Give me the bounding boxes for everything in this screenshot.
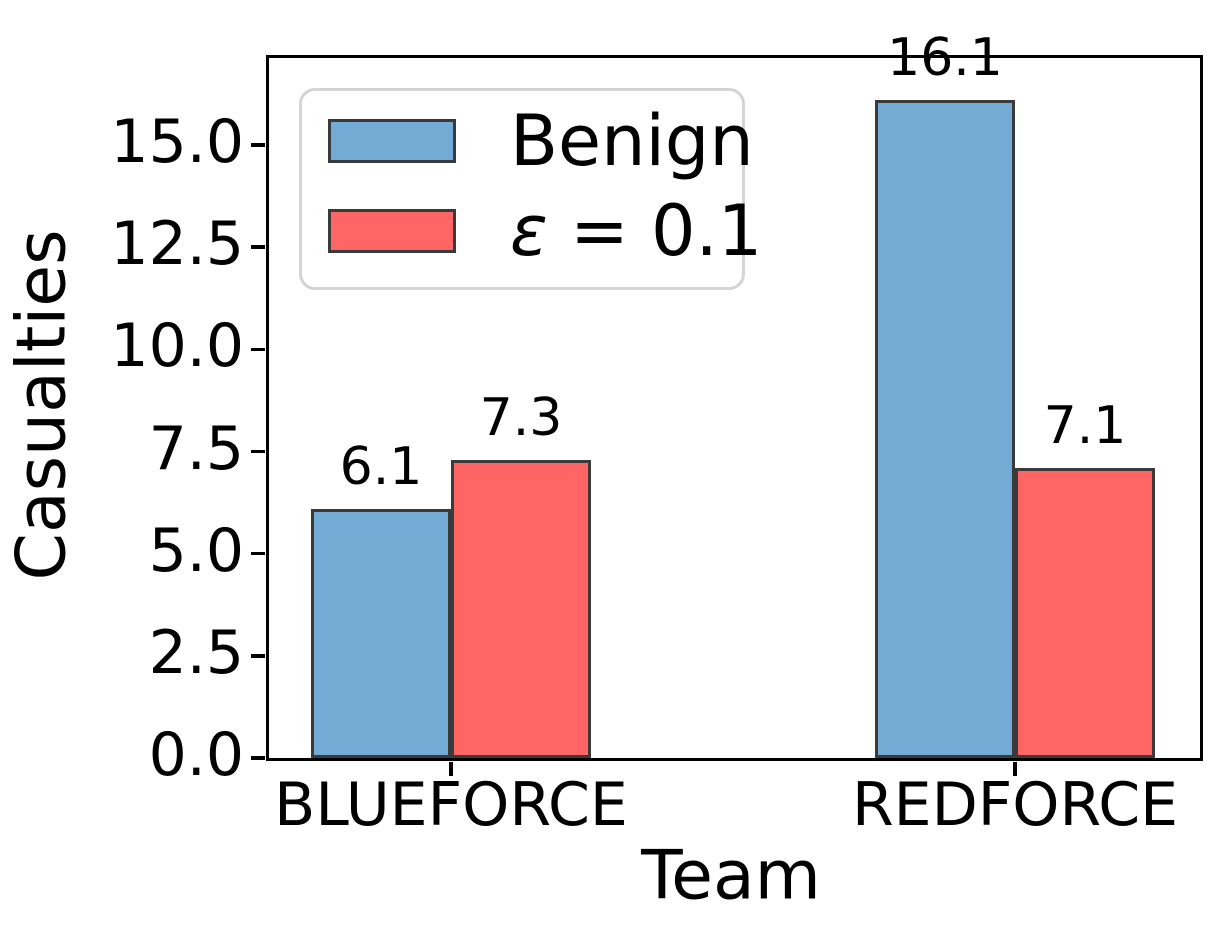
x-tick-mark bbox=[1013, 762, 1017, 776]
y-tick-label: 12.5 bbox=[110, 209, 244, 280]
legend-entry-epsilon: ε = 0.1 bbox=[328, 186, 762, 276]
legend-swatch-benign bbox=[328, 119, 456, 163]
bar-blueforce-epsilon bbox=[451, 459, 591, 758]
bar-value-label: 7.3 bbox=[479, 387, 563, 448]
bar-value-label: 7.1 bbox=[1043, 395, 1127, 456]
y-tick-label: 7.5 bbox=[148, 413, 244, 484]
x-tick-mark bbox=[449, 762, 453, 776]
legend: Benign ε = 0.1 bbox=[299, 88, 762, 290]
bar-redforce-benign bbox=[875, 100, 1015, 758]
bar-value-label: 16.1 bbox=[887, 28, 1003, 89]
bar-redforce-epsilon bbox=[1015, 467, 1155, 758]
y-tick-mark bbox=[251, 245, 265, 249]
y-tick-label: 0.0 bbox=[148, 720, 244, 790]
x-axis-title: Team bbox=[641, 836, 821, 916]
epsilon-value: = 0.1 bbox=[547, 190, 763, 272]
y-tick-mark bbox=[251, 654, 265, 658]
y-tick-mark bbox=[251, 551, 265, 556]
legend-entry-benign: Benign bbox=[328, 96, 754, 186]
x-tick-label-redforce: REDFORCE bbox=[851, 770, 1179, 840]
legend-label-benign: Benign bbox=[510, 100, 754, 182]
legend-swatch-epsilon bbox=[328, 209, 456, 253]
y-tick-label: 15.0 bbox=[110, 107, 244, 178]
y-tick-mark bbox=[251, 449, 265, 454]
y-tick-label: 5.0 bbox=[148, 515, 244, 586]
bar-blueforce-benign bbox=[311, 508, 451, 758]
y-tick-label: 2.5 bbox=[148, 617, 244, 688]
y-tick-mark bbox=[251, 756, 265, 760]
bar-value-label: 6.1 bbox=[339, 436, 423, 497]
y-tick-mark bbox=[251, 143, 265, 147]
legend-label-epsilon: ε = 0.1 bbox=[510, 196, 762, 266]
y-tick-label: 10.0 bbox=[110, 311, 244, 382]
x-tick-label-blueforce: BLUEFORCE bbox=[274, 770, 628, 840]
plot-area: Benign ε = 0.1 BLUEFORCE 6.1 7.3 REDFORCE 16… bbox=[251, 28, 1203, 840]
y-tick-mark bbox=[251, 347, 265, 352]
epsilon-symbol: ε bbox=[510, 190, 548, 272]
